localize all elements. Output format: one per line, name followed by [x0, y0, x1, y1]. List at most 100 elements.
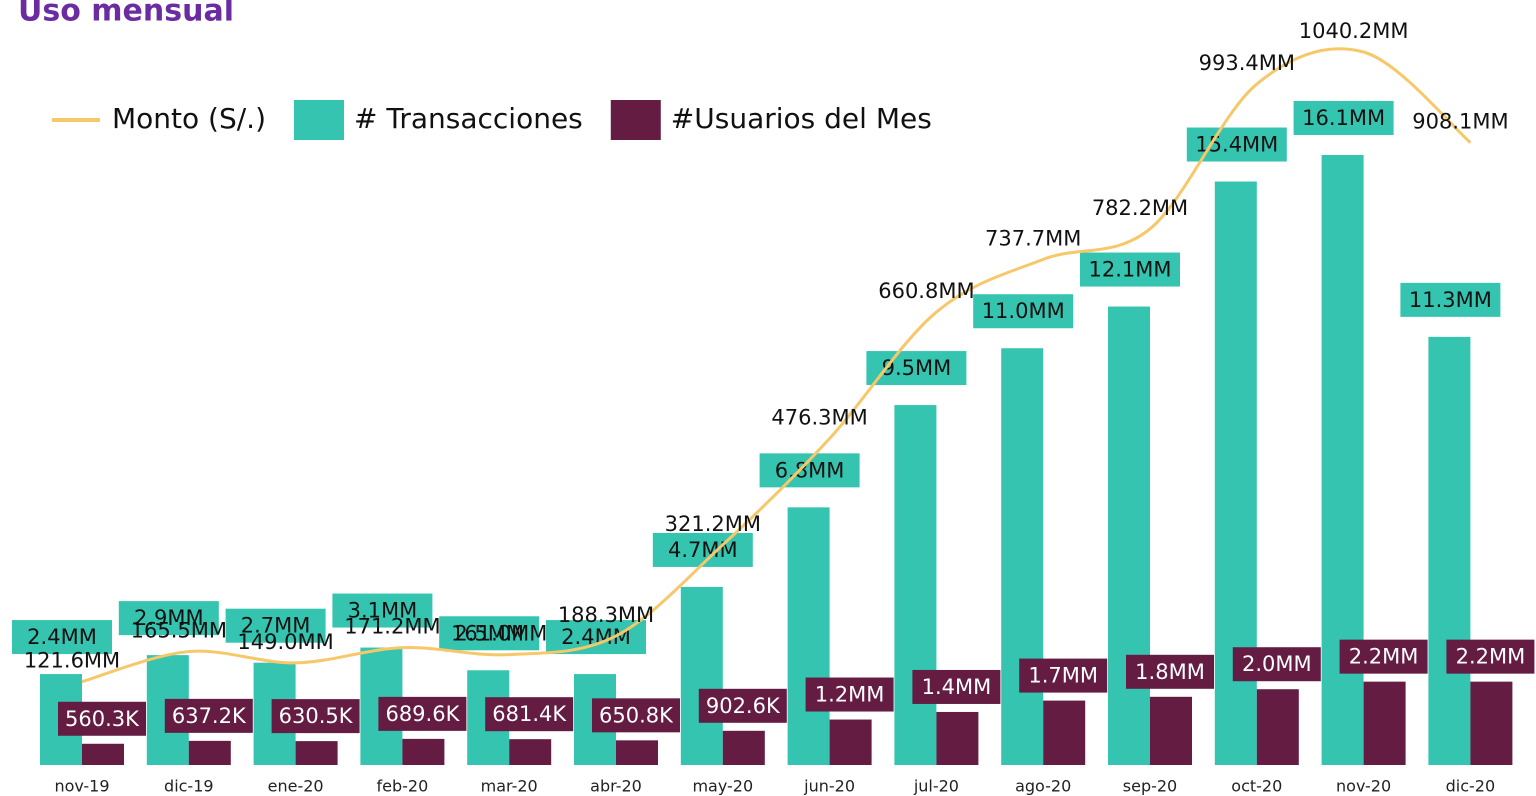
- x-tick-label: abr-20: [590, 777, 642, 796]
- label-box: [164, 698, 253, 733]
- x-tick-label: may-20: [692, 777, 753, 796]
- legend-label: Monto (S/.): [112, 102, 266, 135]
- chart-title: Uso mensual: [18, 0, 234, 29]
- bar: [616, 740, 658, 765]
- data-label: 560.3K: [65, 707, 140, 731]
- x-tick-label: sep-20: [1123, 777, 1177, 796]
- bar: [1470, 681, 1513, 765]
- data-label: 908.1MM: [1412, 110, 1508, 134]
- label-box: [1446, 639, 1535, 674]
- x-tick-label: jul-20: [913, 777, 959, 796]
- bar: [936, 711, 979, 765]
- data-label: 2.4MM: [27, 625, 97, 649]
- x-tick-label: dic-19: [164, 777, 214, 796]
- data-label: 1.7MM: [1028, 664, 1098, 688]
- bar: [82, 743, 124, 765]
- label-box: [12, 620, 112, 655]
- label-box: [592, 698, 680, 733]
- label-box: [546, 620, 646, 655]
- label-box: [652, 532, 753, 567]
- data-label: 2.0MM: [1242, 652, 1312, 676]
- data-label: 637.2K: [172, 704, 247, 728]
- bar: [1043, 700, 1086, 765]
- x-tick-label: jun-20: [803, 777, 855, 796]
- legend-label: # Transacciones: [354, 102, 583, 135]
- x-tick-label: mar-20: [481, 777, 538, 796]
- label-box: [912, 669, 1001, 704]
- label-box: [1339, 639, 1428, 674]
- data-label: 12.1MM: [1089, 258, 1172, 282]
- label-box: [378, 696, 467, 731]
- data-label: 993.4MM: [1199, 51, 1295, 75]
- data-label: 650.8K: [599, 703, 674, 727]
- label-box: [1126, 654, 1214, 689]
- data-label: 121.6MM: [24, 649, 120, 673]
- bar: [509, 739, 552, 765]
- label-box: [439, 616, 540, 651]
- bar: [680, 586, 723, 765]
- label-box: [973, 294, 1074, 329]
- legend-swatch: [294, 100, 344, 140]
- data-label: 15.4MM: [1195, 133, 1278, 157]
- label-box: [1080, 252, 1180, 287]
- label-box: [58, 701, 146, 736]
- label-box: [1232, 647, 1321, 682]
- data-label: 681.4K: [492, 702, 567, 726]
- data-label: 2.9MM: [134, 606, 204, 630]
- line: [81, 47, 1472, 684]
- label-box: [225, 608, 326, 643]
- label-box: [698, 688, 787, 723]
- bar: [295, 741, 338, 765]
- label-box: [485, 697, 574, 732]
- data-label: 1040.2MM: [1299, 19, 1409, 43]
- label-box: [1293, 101, 1394, 135]
- data-label: 782.2MM: [1092, 196, 1188, 220]
- legend-swatch: [610, 100, 661, 140]
- bar: [402, 738, 445, 765]
- x-tick-label: feb-20: [377, 777, 429, 796]
- data-label: 2.5MM: [454, 621, 524, 645]
- bar: [1108, 306, 1150, 765]
- data-label: 737.7MM: [985, 226, 1081, 250]
- data-label: 476.3MM: [771, 406, 867, 430]
- x-tick-label: nov-19: [54, 777, 109, 796]
- data-label: 6.8MM: [775, 458, 845, 482]
- data-label: 171.2MM: [344, 615, 440, 639]
- bar: [188, 740, 231, 765]
- data-label: 2.7MM: [241, 614, 311, 638]
- data-label: 165.5MM: [131, 619, 227, 643]
- data-label: 11.3MM: [1409, 288, 1492, 312]
- x-tick-label: oct-20: [1231, 777, 1282, 796]
- data-label: 16.1MM: [1302, 106, 1385, 130]
- bar: [1428, 336, 1471, 765]
- data-label: 689.6K: [385, 702, 460, 726]
- x-tick-label: nov-20: [1336, 777, 1391, 796]
- data-label: 660.8MM: [878, 279, 974, 303]
- x-tick-label: ene-20: [268, 777, 324, 796]
- data-label: 630.5K: [279, 704, 354, 728]
- legend-label: #Usuarios del Mes: [671, 102, 932, 135]
- data-label: 149.0MM: [237, 630, 333, 654]
- bar: [1363, 681, 1406, 765]
- bar: [829, 719, 872, 765]
- label-box: [118, 601, 219, 636]
- data-label: 1.4MM: [922, 675, 992, 699]
- x-tick-label: ago-20: [1015, 777, 1071, 796]
- bar: [894, 405, 937, 765]
- data-label: 2.2MM: [1349, 645, 1419, 669]
- bar: [1001, 348, 1044, 765]
- data-label: 321.2MM: [665, 512, 761, 536]
- x-tick-label: dic-20: [1446, 777, 1496, 796]
- data-label: 1.8MM: [1135, 660, 1205, 684]
- data-label: 2.2MM: [1456, 645, 1526, 669]
- label-box: [332, 593, 433, 628]
- label-box: [866, 351, 967, 386]
- label-box: [1400, 282, 1501, 317]
- data-label: 188.3MM: [558, 603, 654, 627]
- bar: [787, 507, 830, 765]
- bar: [1150, 696, 1192, 765]
- label-box: [1019, 658, 1108, 693]
- bar: [1256, 689, 1299, 765]
- data-label: 161.0MM: [451, 622, 547, 646]
